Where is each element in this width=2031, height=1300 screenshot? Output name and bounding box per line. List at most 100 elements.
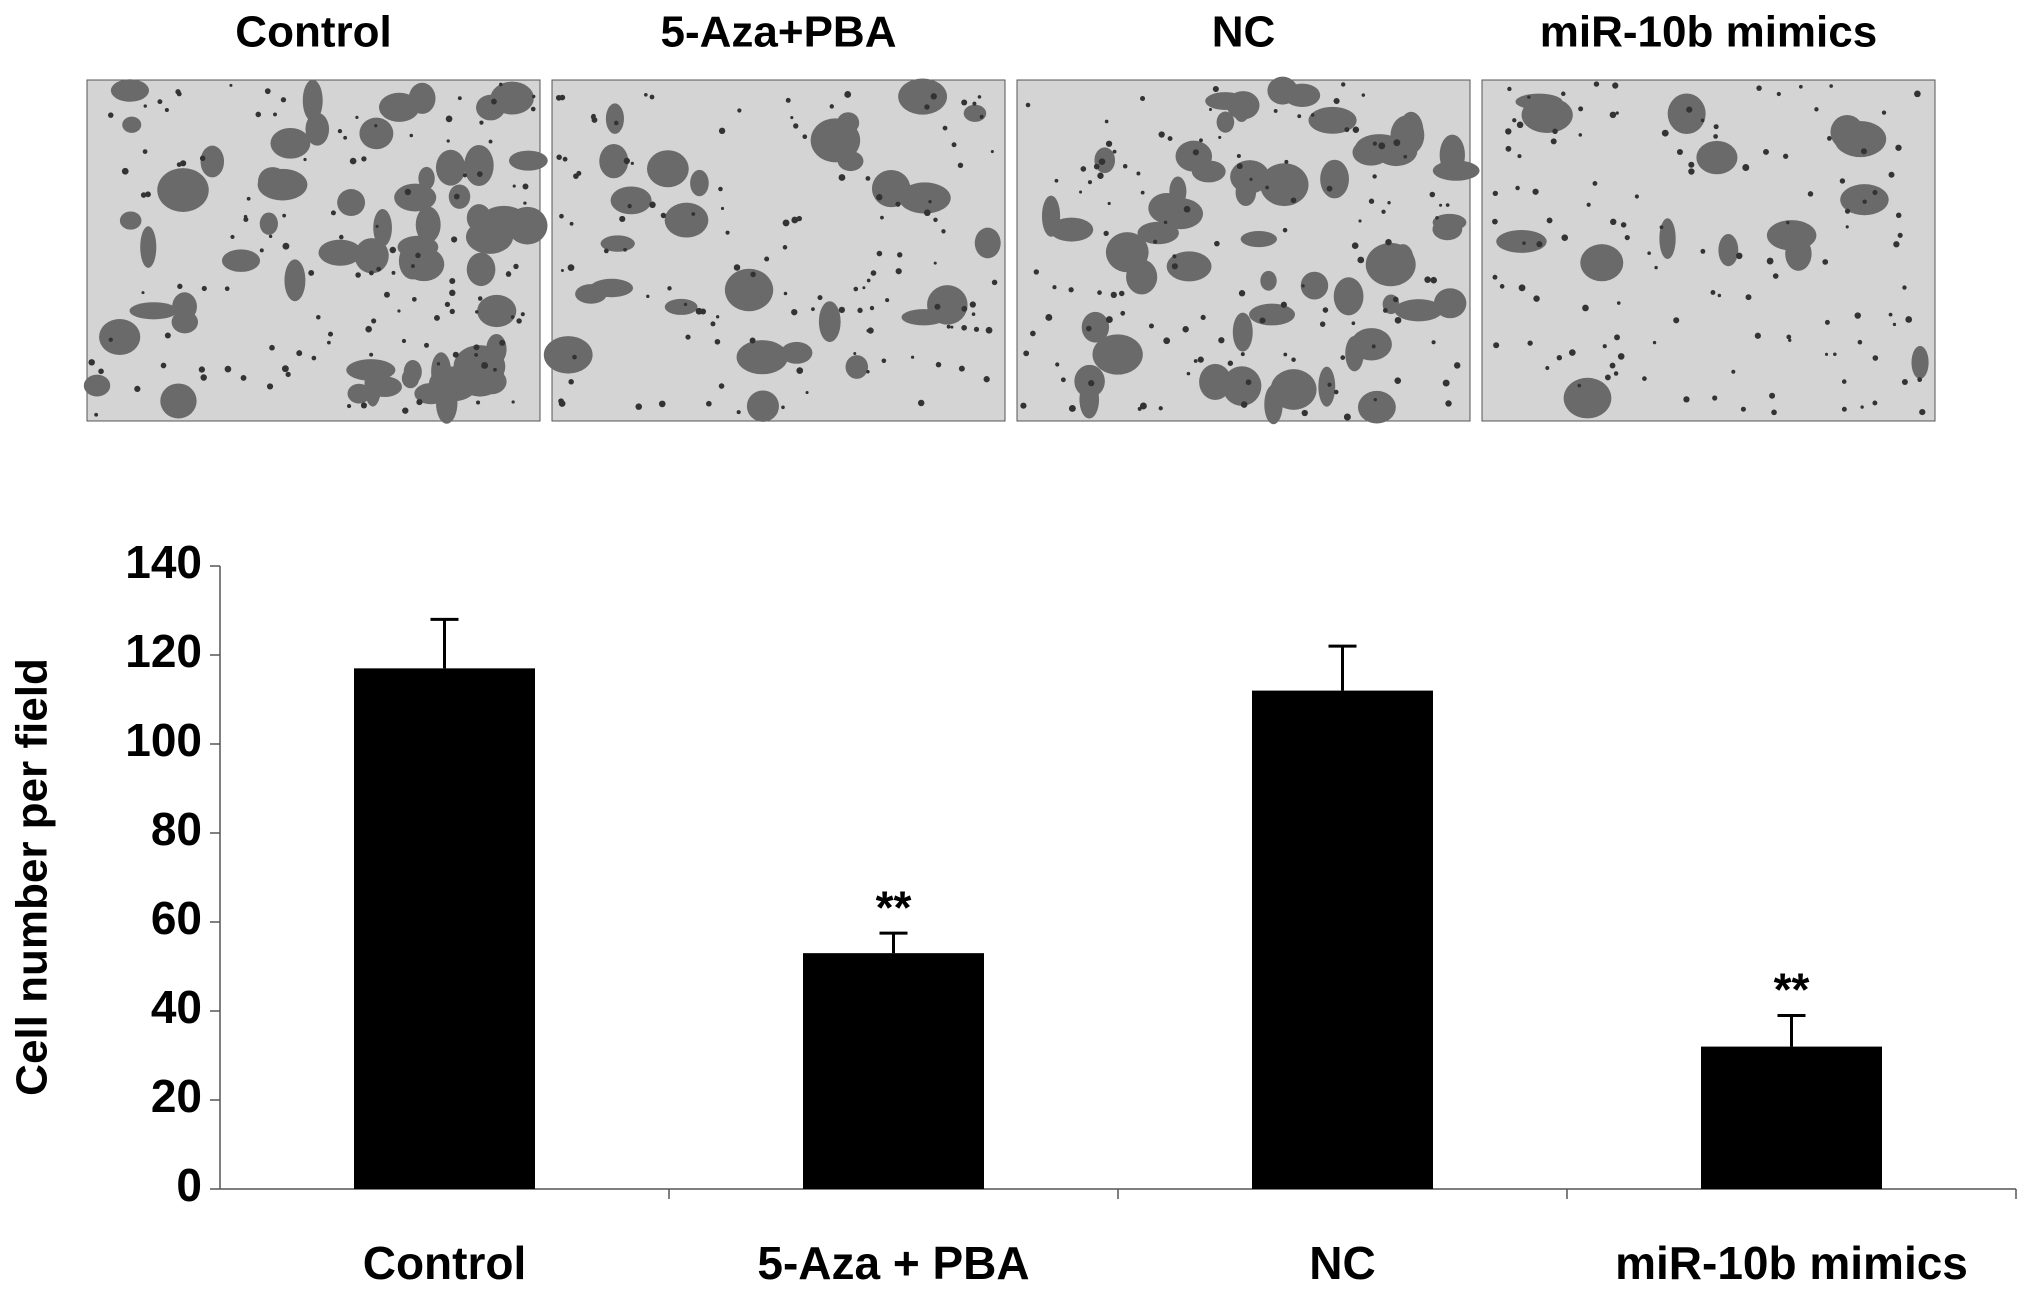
cell (1914, 90, 1921, 98)
cell (1872, 400, 1878, 406)
cell-cluster (1148, 192, 1186, 224)
cell (973, 326, 980, 332)
cell (475, 400, 481, 405)
y-tick-label: 100 (125, 714, 202, 766)
cell (942, 125, 948, 131)
cell (958, 365, 965, 372)
cell (1424, 276, 1431, 283)
cell (1086, 325, 1092, 332)
cell-cluster (464, 144, 494, 187)
cell (1613, 371, 1619, 376)
cell (511, 400, 515, 404)
cell (691, 212, 696, 216)
cell (369, 352, 374, 357)
cell (1327, 382, 1332, 387)
cell (1208, 107, 1213, 112)
cell (627, 203, 632, 209)
y-tick-label: 60 (151, 892, 202, 944)
cell-cluster (575, 284, 607, 304)
cell (1592, 181, 1598, 186)
cell (255, 111, 262, 118)
cell (591, 113, 596, 119)
cell (199, 155, 206, 162)
cell (1192, 149, 1199, 156)
cell-cluster (418, 166, 435, 190)
cell (867, 327, 874, 334)
cell (1841, 406, 1847, 412)
bar (354, 668, 535, 1189)
cell-cluster (347, 383, 371, 404)
cell (1683, 396, 1690, 403)
cell (1492, 190, 1499, 197)
cell (434, 314, 440, 321)
cell (1654, 265, 1658, 270)
cell (1098, 158, 1106, 165)
cell (1442, 379, 1450, 387)
cell (451, 236, 458, 243)
cell (1182, 326, 1189, 333)
cell (685, 334, 691, 340)
cell (560, 268, 564, 272)
cell (718, 383, 725, 389)
cell (1844, 208, 1851, 214)
cell (1561, 91, 1566, 97)
cell (1033, 269, 1040, 275)
cell-cluster (1563, 377, 1612, 419)
cell (1080, 166, 1087, 172)
cell (603, 248, 609, 254)
cell (1518, 284, 1526, 292)
cell (1602, 344, 1607, 349)
cell (397, 309, 401, 313)
cell (1860, 405, 1864, 409)
cell-cluster (140, 226, 157, 268)
cell-cluster (302, 79, 323, 122)
cell (1163, 337, 1171, 345)
cell (990, 150, 994, 154)
cell (1527, 95, 1531, 99)
micrograph (543, 78, 1006, 422)
cell (343, 135, 348, 140)
cell (1172, 254, 1177, 259)
cell (750, 271, 756, 278)
cell (924, 104, 930, 110)
y-tick-label: 140 (125, 536, 202, 588)
cell (1385, 238, 1392, 246)
cell (866, 370, 870, 374)
cell (1516, 121, 1524, 129)
cell (273, 112, 277, 117)
cell (282, 242, 290, 250)
cell (360, 402, 367, 409)
cell (1319, 321, 1326, 327)
cell (796, 367, 804, 374)
cell (1686, 106, 1693, 113)
cell (1492, 274, 1498, 280)
y-tick-label: 0 (176, 1159, 202, 1211)
cell-cluster (129, 302, 178, 320)
cell (649, 94, 655, 100)
cell (1612, 82, 1619, 89)
cell (737, 108, 742, 113)
cell (88, 359, 95, 366)
cell (1688, 161, 1695, 168)
cell (391, 270, 396, 275)
cell-cluster (1126, 259, 1158, 295)
cell (141, 291, 145, 295)
cell (572, 354, 577, 360)
cell (198, 366, 205, 373)
cell-cluster (1834, 120, 1887, 158)
cell (1536, 241, 1543, 248)
cell (415, 252, 421, 259)
cell (1068, 404, 1076, 412)
cell (1093, 163, 1100, 170)
cell (327, 340, 331, 345)
cell (1212, 85, 1219, 93)
cell (853, 286, 859, 292)
cell (522, 183, 529, 190)
cell (424, 342, 429, 348)
cell (107, 112, 114, 118)
cell (1888, 312, 1893, 317)
cell (1700, 248, 1706, 254)
cell (369, 270, 374, 276)
cell (142, 149, 148, 154)
cell (1556, 355, 1563, 361)
